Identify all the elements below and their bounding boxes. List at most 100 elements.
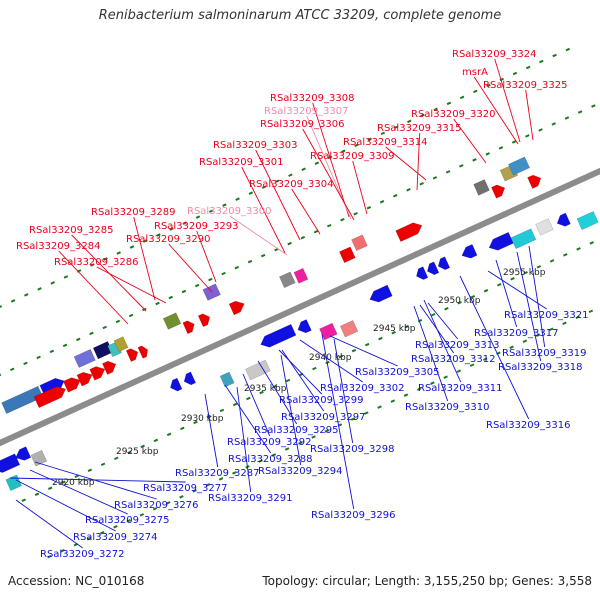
label-leader-line bbox=[224, 384, 272, 454]
tick-mark bbox=[589, 241, 594, 245]
reverse-gene bbox=[461, 244, 478, 259]
forward-gene bbox=[527, 174, 542, 189]
tick-mark bbox=[128, 313, 134, 318]
tick-mark bbox=[113, 525, 118, 529]
tick-mark bbox=[483, 357, 488, 361]
label-leader-line bbox=[525, 89, 534, 141]
tick-mark bbox=[457, 300, 462, 305]
reverse-gene-label: RSal33209_3321 bbox=[504, 310, 588, 321]
tick-mark bbox=[152, 507, 158, 511]
label-leader-line bbox=[312, 102, 350, 218]
tick-mark bbox=[61, 480, 66, 485]
tick-mark bbox=[499, 77, 504, 82]
forward-gene-label: RSal33209_3325 bbox=[483, 80, 567, 91]
forward-gene bbox=[473, 179, 490, 196]
tick-mark bbox=[353, 211, 358, 216]
tick-mark bbox=[195, 215, 201, 219]
tick-mark bbox=[182, 221, 188, 225]
tick-mark bbox=[127, 450, 132, 455]
forward-gene-label: RSal33209_3286 bbox=[54, 257, 138, 268]
label-leader-line bbox=[9, 477, 186, 483]
tick-mark bbox=[37, 287, 42, 291]
tick-mark bbox=[129, 245, 135, 249]
tick-mark bbox=[364, 411, 369, 415]
reverse-gene-label: RSal33209_3277 bbox=[143, 483, 227, 494]
label-leader-line bbox=[487, 270, 547, 310]
forward-gene bbox=[113, 336, 129, 353]
kbp-tick-label: 2920 kbp bbox=[52, 478, 95, 488]
tick-mark bbox=[261, 185, 267, 189]
forward-gene-label: RSal33209_3320 bbox=[411, 109, 495, 120]
tick-mark bbox=[407, 119, 412, 124]
reverse-gene bbox=[369, 284, 393, 303]
forward-gene-label: RSal33209_3290 bbox=[126, 234, 210, 245]
reverse-gene bbox=[535, 218, 554, 236]
tick-mark bbox=[274, 179, 280, 183]
tick-mark bbox=[498, 146, 504, 150]
tick-mark bbox=[406, 188, 411, 192]
forward-gene bbox=[182, 320, 195, 335]
label-leader-line bbox=[352, 160, 368, 215]
tick-mark bbox=[235, 197, 240, 201]
label-leader-line bbox=[133, 216, 156, 301]
tick-mark bbox=[87, 468, 93, 473]
forward-gene-label: RSal33209_3300 bbox=[187, 206, 271, 217]
tick-mark bbox=[417, 318, 423, 323]
forward-gene bbox=[76, 372, 93, 387]
forward-gene-label: RSal33209_3308 bbox=[270, 93, 354, 104]
tick-mark bbox=[193, 420, 198, 425]
figure-title: Renibacterium salmoninarum ATCC 33209, c… bbox=[98, 8, 502, 23]
genome-backbone bbox=[0, 167, 600, 447]
tick-mark bbox=[563, 253, 568, 257]
reverse-gene bbox=[510, 228, 537, 250]
tick-mark bbox=[301, 167, 306, 171]
tick-mark bbox=[155, 301, 160, 306]
label-leader-line bbox=[495, 259, 518, 328]
tick-mark bbox=[142, 239, 148, 243]
tick-mark bbox=[102, 325, 107, 330]
reverse-gene-label: RSal33209_3318 bbox=[498, 362, 582, 373]
label-leader-line bbox=[229, 215, 288, 256]
forward-gene bbox=[508, 156, 531, 176]
tick-mark bbox=[169, 227, 174, 231]
kbp-tick-label: 2955 kbp bbox=[503, 268, 546, 278]
reverse-gene-label: RSal33209_3310 bbox=[405, 402, 489, 413]
tick-mark bbox=[232, 471, 237, 475]
label-leader-line bbox=[242, 373, 271, 437]
tick-mark bbox=[354, 143, 359, 148]
forward-gene-label: RSal33209_3314 bbox=[343, 137, 427, 148]
label-leader-line bbox=[281, 349, 325, 412]
tick-mark bbox=[367, 137, 372, 142]
label-leader-line bbox=[34, 461, 157, 500]
tick-mark bbox=[380, 131, 386, 136]
tick-mark bbox=[90, 263, 95, 267]
tick-mark bbox=[459, 164, 464, 168]
tick-mark bbox=[166, 501, 171, 505]
tick-mark bbox=[535, 333, 541, 337]
reverse-gene-label: RSal33209_3287 bbox=[175, 468, 259, 479]
tick-mark bbox=[47, 554, 52, 559]
tick-mark bbox=[285, 378, 291, 383]
forward-gene-label: RSal33209_3293 bbox=[154, 221, 238, 232]
accession-text: Accession: NC_010168 bbox=[8, 574, 145, 588]
tick-mark bbox=[445, 170, 451, 174]
tick-mark bbox=[47, 486, 53, 490]
forward-gene bbox=[162, 312, 182, 330]
tick-mark bbox=[194, 283, 200, 288]
reverse-gene-label: RSal33209_3319 bbox=[502, 348, 586, 359]
tick-mark bbox=[271, 453, 277, 457]
tick-mark bbox=[416, 387, 422, 391]
tick-mark bbox=[248, 191, 254, 195]
reverse-gene-label: RSal33209_3292 bbox=[227, 437, 311, 448]
tick-mark bbox=[324, 429, 329, 433]
tick-mark bbox=[99, 531, 105, 535]
tick-mark bbox=[272, 384, 277, 389]
tick-mark bbox=[114, 456, 119, 461]
reverse-gene bbox=[576, 211, 599, 231]
forward-gene-label: RSal33209_3307 bbox=[264, 106, 348, 117]
forward-gene-label: msrA bbox=[462, 67, 488, 78]
tick-mark bbox=[350, 417, 356, 421]
reverse-gene bbox=[183, 371, 197, 386]
tick-mark bbox=[536, 265, 542, 269]
label-leader-line bbox=[204, 393, 219, 468]
